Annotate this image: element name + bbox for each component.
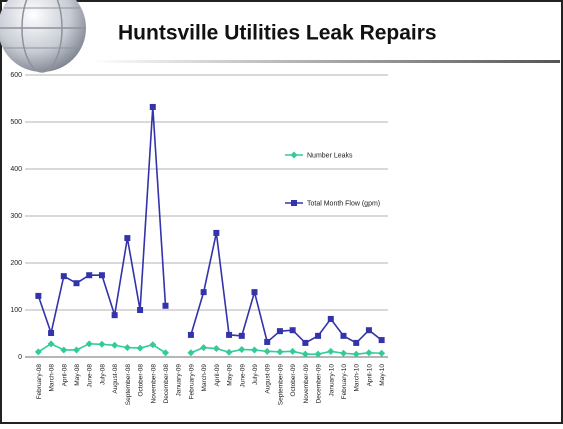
x-tick-label: July-09 (252, 364, 259, 385)
data-point (378, 349, 386, 357)
data-point (365, 327, 372, 334)
data-point (48, 330, 55, 337)
data-point (85, 340, 93, 348)
x-tick-label: October-08 (138, 364, 145, 397)
data-point (251, 346, 258, 354)
x-tick-label: February-09 (188, 364, 195, 400)
data-point (327, 347, 335, 355)
x-tick-label: March-08 (49, 364, 56, 392)
x-tick-label: April-10 (366, 364, 373, 387)
x-tick-label: November-09 (303, 364, 310, 404)
data-point (34, 348, 42, 356)
data-point (238, 345, 246, 353)
x-tick-label: December-08 (163, 364, 170, 404)
data-point (98, 272, 105, 279)
legend-label: Total Month Flow (gpm) (307, 201, 380, 208)
data-point (263, 347, 271, 355)
data-point (123, 344, 131, 352)
x-tick-label: June-09 (239, 364, 246, 388)
x-tick-label: September-09 (277, 364, 284, 406)
x-tick-label: February-10 (341, 364, 348, 400)
data-point (136, 344, 144, 352)
data-point (340, 332, 347, 339)
data-point (47, 340, 55, 348)
x-tick-label: March-10 (354, 364, 361, 392)
header-rule (90, 60, 560, 63)
y-tick-label: 600 (10, 72, 22, 79)
data-point (60, 273, 67, 280)
data-point (226, 331, 233, 338)
y-tick-label: 300 (10, 213, 22, 220)
x-tick-label: May-10 (379, 364, 386, 386)
data-point (200, 344, 208, 352)
data-point (149, 341, 157, 349)
data-point (111, 341, 119, 349)
x-tick-label: May-09 (227, 364, 234, 386)
x-tick-label: September-08 (125, 364, 132, 406)
data-point (315, 332, 322, 339)
globe-logo (0, 0, 86, 73)
x-tick-label: May-08 (74, 364, 81, 386)
data-point (124, 235, 131, 242)
data-point (187, 331, 194, 338)
data-point (137, 307, 144, 313)
data-point (264, 338, 271, 345)
x-tick-label: December-09 (316, 364, 323, 404)
x-tick-label: June-08 (87, 364, 94, 388)
data-point (212, 345, 220, 353)
data-point (98, 340, 106, 348)
legend-marker (291, 200, 297, 206)
legend-marker (290, 151, 298, 159)
data-point (314, 350, 322, 358)
data-point (111, 312, 118, 319)
data-point (73, 280, 80, 287)
y-tick-label: 500 (10, 119, 22, 126)
data-point (73, 346, 80, 354)
data-point (200, 289, 207, 296)
data-point (276, 348, 284, 356)
data-point (162, 349, 169, 357)
x-tick-label: November-08 (150, 364, 157, 404)
y-tick-label: 100 (10, 307, 22, 314)
x-tick-label: August-08 (112, 364, 119, 394)
data-point (276, 328, 283, 335)
chart-title: Huntsville Utilities Leak Repairs (118, 22, 437, 45)
data-point (340, 349, 347, 357)
data-point (60, 346, 68, 354)
data-point (162, 302, 169, 309)
legend-label: Number Leaks (307, 153, 353, 160)
data-point (289, 327, 296, 334)
x-tick-label: October-09 (290, 364, 297, 397)
data-point (378, 337, 385, 344)
data-point (353, 339, 360, 346)
y-tick-label: 200 (10, 260, 22, 267)
data-point (238, 332, 245, 339)
y-tick-label: 400 (10, 166, 22, 173)
y-tick-label: 0 (18, 354, 22, 361)
x-tick-label: January-10 (328, 364, 335, 397)
x-tick-label: April-08 (61, 364, 68, 387)
x-tick-label: March-09 (201, 364, 208, 392)
data-point (302, 339, 309, 346)
data-point (251, 289, 258, 296)
x-tick-label: July-08 (99, 364, 106, 385)
data-point (149, 103, 156, 110)
x-tick-label: February-08 (36, 364, 43, 400)
data-point (86, 272, 93, 279)
data-point (352, 350, 360, 358)
x-tick-label: April-09 (214, 364, 221, 387)
data-point (213, 229, 220, 236)
data-point (35, 292, 42, 299)
x-tick-label: January-09 (176, 364, 183, 397)
x-tick-label: August-09 (265, 364, 272, 394)
data-point (327, 315, 334, 322)
data-point (365, 349, 373, 357)
data-point (289, 347, 297, 355)
data-point (225, 348, 233, 356)
data-point (301, 350, 309, 358)
data-point (187, 349, 195, 357)
